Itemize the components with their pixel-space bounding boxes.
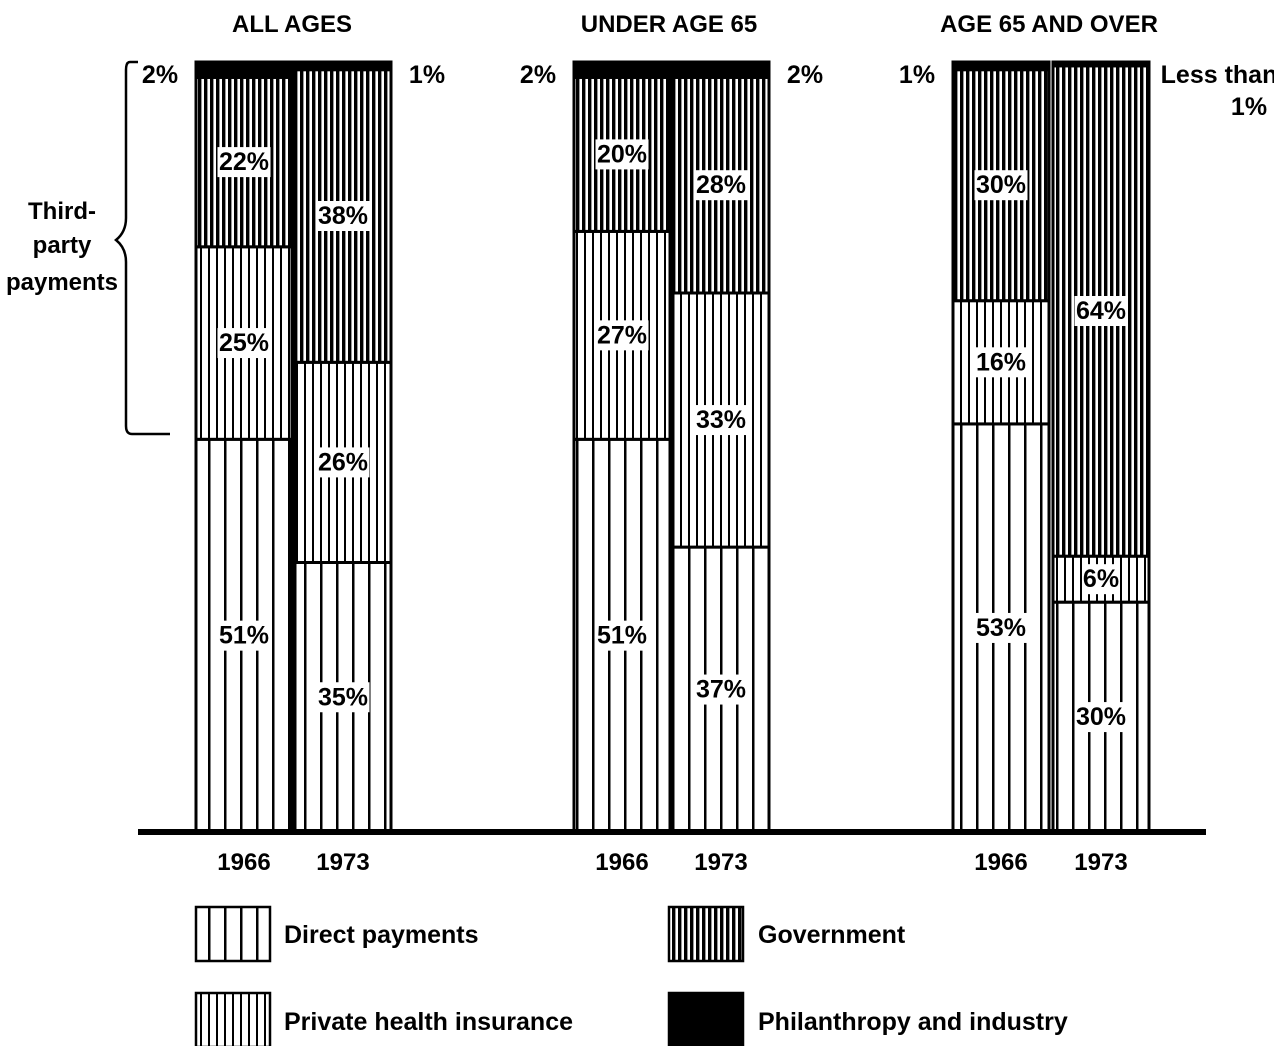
bar-under-age-65-1966-year-label: 1966 bbox=[595, 849, 648, 876]
bar-all-ages-1973-label-government-background bbox=[316, 201, 370, 231]
bar-age-65-and-over-1966-label-private-health-insurance-background bbox=[974, 347, 1028, 378]
legend-swatch-direct-payments bbox=[194, 905, 272, 963]
bar-under-age-65-1973-label-government-background bbox=[694, 170, 748, 201]
legend-swatch-government bbox=[667, 905, 745, 963]
legend-label-direct-payments: Direct payments bbox=[284, 921, 479, 949]
bar-all-ages-1966-label-government-background bbox=[217, 147, 271, 178]
bar-age-65-and-over-1966-year-label: 1966 bbox=[974, 849, 1027, 876]
bar-all-ages-1966-label-government: 22% bbox=[219, 148, 269, 176]
bar-all-ages-1973-label-direct-payments-background bbox=[316, 682, 370, 713]
bar-age-65-and-over-1966-label-direct-payments: 53% bbox=[976, 614, 1026, 642]
bar-age-65-and-over-1973-label-private-health-insurance: 6% bbox=[1083, 565, 1119, 593]
bar-all-ages-1973-label-direct-payments: 35% bbox=[318, 683, 368, 711]
bracket-label-line-1: Third- bbox=[28, 198, 96, 225]
third-party-bracket: Third- party payments bbox=[6, 60, 170, 436]
bar-age-65-and-over-1973-segment-philanthropy-and-industry bbox=[1051, 60, 1151, 68]
bar-age-65-and-over-1973-label-government-background bbox=[1074, 296, 1128, 327]
legend-label-private-health-insurance: Private health insurance bbox=[284, 1008, 573, 1036]
bar-under-age-65-1973-label-private-health-insurance: 33% bbox=[696, 406, 746, 434]
bar-age-65-and-over-1973-label-government: 64% bbox=[1076, 297, 1126, 325]
bar-all-ages-1966-label-private-health-insurance: 25% bbox=[219, 329, 269, 357]
year-labels: 1966 1973 1966 1973 1966 1973 bbox=[217, 849, 1127, 876]
bracket-label-line-2: party bbox=[33, 232, 92, 259]
bar-age-65-and-over-1966-label-private-health-insurance: 16% bbox=[976, 348, 1026, 376]
bar-all-ages-1966-label-philanthropy-and-industry: 2% bbox=[142, 61, 178, 89]
bar-all-ages-1966-year-label: 1966 bbox=[217, 849, 270, 876]
bar-under-age-65-1973-label-direct-payments: 37% bbox=[696, 676, 746, 704]
bar-under-age-65-1973-segment-philanthropy-and-industry bbox=[671, 60, 771, 79]
legend-label-government: Government bbox=[758, 921, 906, 949]
bar-under-age-65-1966-segment-philanthropy-and-industry bbox=[572, 60, 672, 79]
bar-all-ages-1973-label-private-health-insurance: 26% bbox=[318, 448, 368, 476]
bar-age-65-and-over-1966-label-government: 30% bbox=[976, 171, 1026, 199]
bar-age-65-and-over-1973-label-philanthropy-and-industry-line-1: Less than bbox=[1161, 61, 1274, 89]
bar-under-age-65-1966-label-direct-payments: 51% bbox=[597, 622, 647, 650]
bar-age-65-and-over-1966-label-philanthropy-and-industry: 1% bbox=[899, 61, 935, 89]
bar-under-age-65-1966-label-direct-payments-background bbox=[595, 620, 649, 651]
labels-layer: 51% 25% 22% 2% 35% 26% 38% 1% 51% 27% 20% 2% 37% 33% 2… bbox=[142, 61, 1274, 733]
bar-age-65-and-over-1973-label-private-health-insurance-background bbox=[1082, 564, 1120, 595]
bar-age-65-and-over-1973-label-philanthropy-and-industry-line-2: 1% bbox=[1231, 93, 1267, 121]
legend: Direct payments Government Private healt… bbox=[194, 905, 1068, 1046]
legend-label-philanthropy-and-industry: Philanthropy and industry bbox=[758, 1008, 1068, 1036]
bar-all-ages-1966-label-private-health-insurance-background bbox=[217, 328, 271, 359]
bar-under-age-65-1966-label-private-health-insurance-background bbox=[595, 320, 649, 351]
bar-all-ages-1966-segment-philanthropy-and-industry bbox=[194, 60, 294, 79]
bracket-label-line-3: payments bbox=[6, 269, 118, 296]
bracket-brace bbox=[114, 60, 170, 436]
bar-age-65-and-over-1966-label-direct-payments-background bbox=[974, 612, 1028, 643]
bar-under-age-65-1973-year-label: 1973 bbox=[694, 849, 747, 876]
bar-under-age-65-1966-label-government: 20% bbox=[597, 140, 647, 168]
bar-under-age-65-1966-label-philanthropy-and-industry: 2% bbox=[520, 61, 556, 89]
group-title-all-ages: ALL AGES bbox=[232, 11, 352, 38]
bar-all-ages-1966-label-direct-payments: 51% bbox=[219, 622, 269, 650]
bar-under-age-65-1966-label-government-background bbox=[595, 139, 649, 170]
legend-swatch-philanthropy-and-industry bbox=[667, 991, 745, 1046]
bar-all-ages-1973-label-private-health-insurance-background bbox=[316, 447, 370, 478]
bar-all-ages-1973-label-philanthropy-and-industry: 1% bbox=[409, 61, 445, 89]
bar-all-ages-1973-label-government: 38% bbox=[318, 202, 368, 230]
bar-age-65-and-over-1966-label-government-background bbox=[974, 170, 1028, 201]
bar-under-age-65-1966-label-private-health-insurance: 27% bbox=[597, 321, 647, 349]
bar-age-65-and-over-1973-label-direct-payments: 30% bbox=[1076, 703, 1126, 731]
bar-under-age-65-1973-label-private-health-insurance-background bbox=[694, 405, 748, 436]
group-title-under-age-65: UNDER AGE 65 bbox=[581, 11, 757, 38]
bar-age-65-and-over-1966-segment-philanthropy-and-industry bbox=[951, 60, 1051, 72]
bar-under-age-65-1973-label-philanthropy-and-industry: 2% bbox=[787, 61, 823, 89]
group-titles: ALL AGES UNDER AGE 65 AGE 65 AND OVER bbox=[232, 11, 1158, 38]
bar-under-age-65-1973-label-direct-payments-background bbox=[694, 674, 748, 705]
bar-age-65-and-over-1973-label-direct-payments-background bbox=[1074, 702, 1128, 733]
bar-under-age-65-1973-label-government: 28% bbox=[696, 171, 746, 199]
bar-all-ages-1973-segment-philanthropy-and-industry bbox=[293, 60, 393, 72]
group-title-age-65-and-over: AGE 65 AND OVER bbox=[940, 11, 1158, 38]
legend-swatch-private-health-insurance bbox=[194, 991, 272, 1046]
bar-all-ages-1966-label-direct-payments-background bbox=[217, 620, 271, 651]
bar-age-65-and-over-1973-year-label: 1973 bbox=[1074, 849, 1127, 876]
bar-all-ages-1973-year-label: 1973 bbox=[316, 849, 369, 876]
